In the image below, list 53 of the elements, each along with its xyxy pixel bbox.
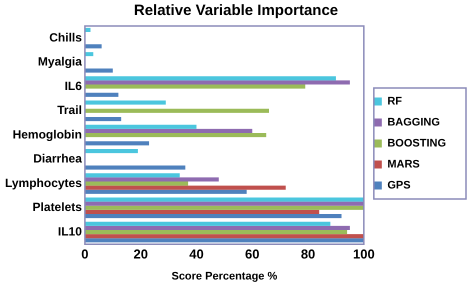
bar (84, 226, 350, 230)
y-tick-label: Trail (57, 103, 82, 118)
y-tick-label: Lymphocytes (4, 176, 82, 190)
bar (84, 44, 102, 48)
x-tick-label: 20 (133, 246, 148, 262)
legend-label: BOOSTING (387, 138, 446, 150)
y-tick-label: IL10 (58, 224, 82, 238)
bar (84, 149, 138, 154)
bar (84, 80, 350, 85)
bar (84, 214, 342, 218)
bar (84, 234, 364, 238)
bar (84, 128, 252, 134)
bar (84, 124, 196, 129)
bar (84, 238, 364, 242)
bar (84, 198, 364, 202)
bar (84, 166, 186, 170)
y-tick-label: IL6 (64, 78, 82, 93)
bar (84, 186, 286, 190)
bar (84, 100, 166, 105)
bar (84, 230, 348, 234)
y-tick-label: Diarrhea (33, 152, 82, 166)
bar (84, 92, 118, 97)
x-axis-title: Score Percentage % (171, 270, 278, 282)
bar (84, 202, 364, 206)
bar (84, 68, 113, 73)
bar (84, 173, 180, 178)
bar (84, 222, 330, 226)
legend-label: MARS (387, 158, 420, 171)
bar (84, 182, 188, 186)
x-tick-label: 100 (352, 246, 375, 262)
bar (84, 190, 247, 194)
bar (84, 117, 122, 122)
x-tick-label: 60 (245, 246, 260, 262)
y-tick-label: Myalgia (38, 54, 82, 69)
chart-title: Relative Variable Importance (134, 2, 338, 20)
legend-label: RF (387, 96, 402, 108)
y-tick-label: Chills (49, 30, 82, 44)
bar (84, 177, 219, 182)
x-tick-label: 40 (189, 246, 204, 262)
y-tick-label: Hemoglobin (12, 127, 82, 142)
x-tick-label: 80 (300, 246, 316, 262)
bar (84, 141, 150, 146)
bar (84, 84, 306, 89)
bar (84, 210, 320, 214)
bar (84, 206, 364, 210)
y-tick-label: Platelets (32, 200, 82, 214)
legend-label: GPS (387, 180, 411, 192)
bar (84, 133, 266, 138)
bar (84, 108, 269, 113)
x-tick-label: 0 (81, 246, 89, 262)
legend-label: BAGGING (387, 116, 440, 129)
bar (84, 76, 336, 80)
bar (84, 52, 94, 56)
